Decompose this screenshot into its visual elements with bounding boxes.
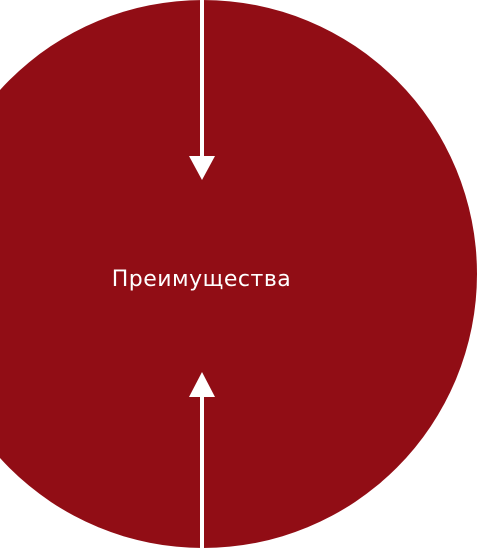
arrow-up-icon bbox=[189, 372, 215, 552]
arrow-down-icon bbox=[189, 0, 215, 180]
advantages-label: Преимущества bbox=[111, 267, 292, 292]
